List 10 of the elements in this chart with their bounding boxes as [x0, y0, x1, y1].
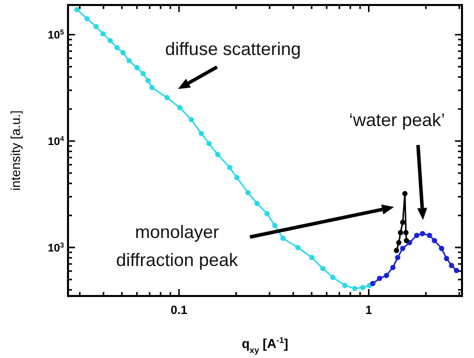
y-tick-label: 10$^{3}$ — [48, 241, 64, 254]
x-tick-label: 1 — [365, 303, 372, 317]
y-axis-title: intensity [a.u.] — [8, 110, 23, 191]
y-tick-label: 10$^{5}$ — [48, 28, 64, 42]
y-tick-label: 10$^{4}$ — [48, 135, 64, 148]
x-axis-title: q$_{xy}$ [A$^{-1}$] — [242, 335, 288, 355]
annotation: diffuse scattering — [165, 39, 301, 59]
annotation: monolayer diffraction peak — [116, 222, 239, 270]
x-tick-label: 0.1 — [170, 303, 188, 317]
annotation: ‘water peak’ — [348, 110, 446, 130]
